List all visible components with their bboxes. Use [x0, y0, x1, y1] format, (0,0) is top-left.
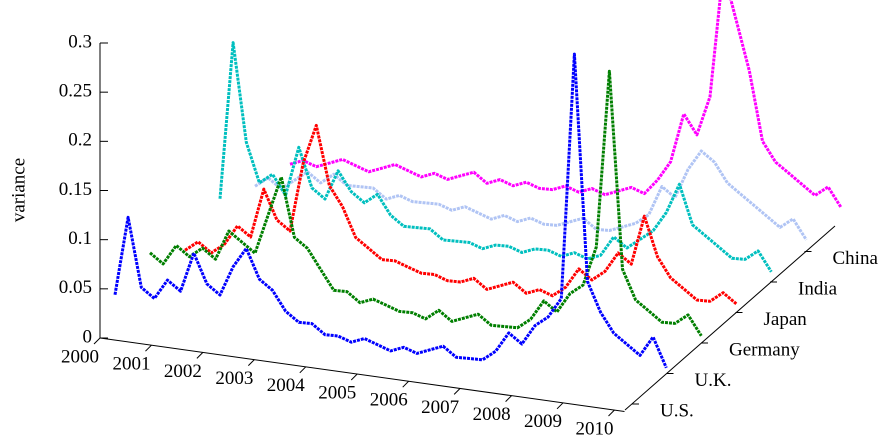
x-tick	[453, 388, 461, 395]
y-tick-label: 0	[83, 326, 93, 347]
x-tick-label: 2007	[421, 397, 459, 418]
x-tick	[608, 409, 615, 417]
x-tick-label: 2001	[112, 354, 150, 375]
y-tick-label: 0.1	[68, 228, 92, 249]
x-tick-label: 2010	[576, 418, 614, 439]
x-tick	[556, 402, 564, 410]
x-tick-label: 2004	[267, 375, 306, 396]
series-line	[218, 41, 773, 273]
x-tick	[196, 352, 204, 359]
y-tick-label: 0.15	[59, 179, 92, 200]
depth-axis	[624, 225, 836, 411]
x-tick	[402, 380, 410, 388]
x-tick	[299, 366, 307, 374]
y-tick-label: 0.05	[59, 277, 92, 298]
series-line	[289, 0, 843, 209]
series-line	[184, 123, 738, 305]
series-label: Japan	[764, 309, 808, 330]
y-tick-label: 0.3	[68, 31, 92, 52]
series-line	[113, 52, 668, 369]
x-tick-label: 2003	[215, 368, 253, 389]
x-tick	[350, 373, 358, 381]
series-line	[254, 149, 808, 241]
x-tick-label: 2008	[473, 404, 511, 425]
x-tick	[505, 395, 512, 402]
series-label: Germany	[729, 339, 800, 360]
series-label: U.K.	[695, 370, 732, 391]
series-line	[149, 69, 703, 337]
y-tick-label: 0.2	[68, 130, 92, 151]
x-tick-label: 2009	[524, 411, 562, 432]
x-axis	[99, 337, 625, 412]
y-axis-label: variance	[8, 158, 29, 222]
x-tick	[93, 337, 101, 345]
x-tick	[247, 359, 255, 366]
x-tick-label: 2000	[61, 346, 99, 367]
series-label: China	[833, 248, 879, 269]
y-tick-label: 0.25	[59, 81, 92, 102]
x-tick-label: 2002	[164, 361, 202, 382]
x-tick-label: 2006	[370, 390, 408, 411]
x-tick-label: 2005	[318, 382, 356, 403]
x-tick	[145, 344, 152, 352]
series-label: U.S.	[660, 400, 694, 421]
series-label: India	[798, 278, 838, 299]
